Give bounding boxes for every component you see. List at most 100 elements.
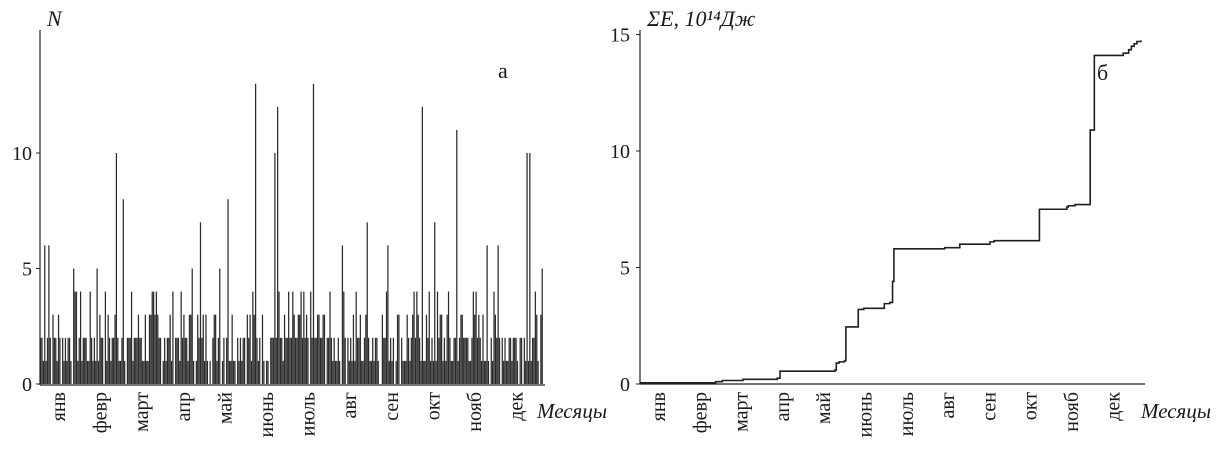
bar (511, 360, 513, 384)
bar (195, 360, 197, 384)
bar (333, 337, 335, 384)
bar (175, 337, 177, 384)
bar (121, 337, 123, 384)
bar (416, 291, 418, 384)
bar (536, 314, 538, 384)
bar (330, 337, 333, 384)
bar (336, 360, 338, 384)
bar (263, 360, 265, 384)
panel-label: а (498, 58, 508, 83)
bar (359, 314, 361, 384)
bar (479, 337, 481, 384)
bar (478, 314, 480, 384)
bar (172, 291, 174, 384)
bar (104, 291, 107, 384)
bar (452, 360, 454, 384)
bar (501, 337, 503, 384)
bar (355, 291, 357, 384)
bar (374, 337, 377, 384)
bar (367, 337, 370, 384)
bar (362, 360, 364, 384)
bar (508, 337, 510, 384)
bar (446, 314, 448, 384)
x-axis-label: Месяцы (1140, 399, 1211, 423)
x-tick-label: май (214, 392, 236, 424)
bar (350, 337, 352, 384)
bar (445, 360, 447, 384)
bar (434, 222, 436, 384)
y-tick-label: 5 (620, 258, 630, 280)
bar (111, 337, 113, 384)
bar (318, 314, 320, 384)
bar (184, 337, 186, 384)
bar (294, 337, 297, 384)
bar (141, 360, 144, 384)
bar (97, 360, 100, 384)
bar (329, 291, 331, 384)
bar (464, 337, 466, 384)
bar (438, 337, 440, 384)
bar (55, 337, 57, 384)
bar (512, 337, 514, 384)
y-tick-label: 10 (610, 141, 630, 163)
bar (373, 360, 375, 384)
y-axis-label: ΣE, 10¹⁴Дж (646, 6, 756, 31)
bar (497, 245, 499, 384)
bar (281, 337, 283, 384)
bar (90, 337, 93, 384)
bar (469, 360, 472, 384)
bar (526, 153, 528, 384)
bar (261, 314, 264, 384)
bar (115, 153, 118, 384)
bar (228, 360, 231, 384)
bar (212, 337, 214, 384)
bar (534, 291, 536, 384)
panel-label: б (1097, 60, 1108, 85)
bar (447, 291, 450, 384)
bar (122, 199, 124, 384)
bar (449, 337, 451, 384)
bar (493, 291, 495, 384)
bar (70, 360, 72, 384)
x-tick-label: февр (90, 392, 112, 433)
bar (209, 360, 211, 384)
bar (237, 337, 239, 384)
bar (387, 245, 389, 384)
bar (75, 291, 78, 384)
bar (164, 337, 166, 384)
bar (303, 291, 305, 384)
bar (119, 360, 122, 384)
bar (507, 360, 509, 384)
bar (292, 291, 294, 384)
bar (153, 291, 155, 384)
bar (388, 360, 390, 384)
bar (310, 291, 312, 384)
bar (73, 268, 75, 384)
bar (494, 314, 497, 384)
bar (354, 360, 356, 384)
bar (454, 337, 457, 384)
x-tick-label: февр (689, 392, 711, 433)
bar (108, 337, 111, 384)
bar (475, 291, 477, 384)
bar (129, 337, 131, 384)
bar (398, 314, 400, 384)
bar (201, 337, 203, 384)
bar (339, 360, 341, 384)
bar (283, 314, 286, 384)
bar (460, 314, 462, 384)
bar (347, 337, 349, 384)
bar (509, 337, 512, 384)
bar (86, 360, 89, 384)
bar (234, 360, 236, 384)
bar (78, 337, 80, 384)
bar (106, 360, 108, 384)
x-tick-label: авг (339, 392, 361, 419)
bar (74, 291, 76, 384)
bar (468, 360, 470, 384)
x-tick-label: июнь (855, 392, 877, 437)
bar (110, 360, 112, 384)
bar (541, 268, 543, 384)
bar (180, 291, 182, 384)
bar (286, 337, 288, 384)
